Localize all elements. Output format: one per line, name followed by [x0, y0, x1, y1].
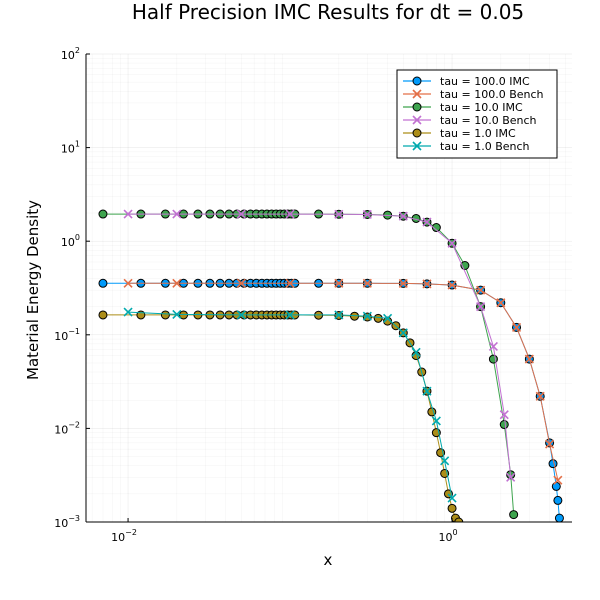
data-point	[411, 347, 421, 357]
x-tick-label: 100	[439, 528, 458, 544]
data-point	[553, 475, 563, 485]
y-tick-label: 101	[61, 140, 80, 156]
data-point	[447, 503, 457, 513]
data-point	[447, 238, 457, 248]
data-point	[285, 209, 295, 219]
data-point	[334, 209, 344, 219]
data-point	[383, 316, 393, 326]
legend-entry: tau = 1.0 IMC	[403, 127, 516, 140]
legend-entry: tau = 10.0 IMC	[403, 101, 523, 114]
series-2	[98, 209, 519, 520]
data-point	[172, 278, 182, 288]
y-axis-label: Material Energy Density	[24, 200, 42, 380]
legend-marker	[412, 115, 422, 125]
data-point	[236, 209, 246, 219]
legend-label: tau = 10.0 IMC	[440, 101, 523, 114]
data-point	[98, 310, 108, 320]
series-line	[103, 282, 560, 519]
data-point	[362, 209, 372, 220]
data-point	[160, 310, 170, 320]
data-point	[422, 217, 432, 227]
data-point	[373, 313, 383, 323]
data-point	[499, 410, 509, 420]
legend-entry: tau = 100.0 Bench	[403, 88, 544, 101]
data-point	[422, 279, 432, 289]
y-tick-label: 10−2	[54, 420, 80, 436]
data-point	[123, 307, 133, 317]
series-1	[123, 278, 563, 485]
data-point	[123, 278, 133, 288]
chart-title: Half Precision IMC Results for dt = 0.05	[132, 0, 524, 24]
legend-marker	[412, 89, 422, 99]
data-point	[285, 310, 295, 320]
legend-marker	[412, 102, 422, 112]
data-point	[334, 310, 344, 320]
data-point	[506, 472, 516, 482]
data-point	[98, 209, 108, 219]
data-point	[334, 278, 344, 288]
data-point	[524, 354, 534, 364]
legend-marker	[412, 128, 422, 138]
data-point	[431, 223, 441, 233]
data-point	[236, 278, 246, 288]
data-point	[98, 278, 108, 288]
data-point	[362, 278, 372, 288]
data-point	[447, 493, 457, 503]
series-line	[103, 314, 460, 522]
series-3	[123, 209, 516, 482]
legend-label: tau = 1.0 Bench	[440, 140, 530, 153]
legend-label: tau = 10.0 Bench	[440, 114, 537, 127]
legend-marker	[412, 141, 422, 151]
data-point	[499, 420, 509, 430]
data-point	[554, 513, 564, 522]
data-point	[535, 391, 545, 401]
legend-entry: tau = 1.0 Bench	[403, 140, 530, 153]
data-point	[454, 517, 464, 522]
legend-label: tau = 1.0 IMC	[440, 127, 516, 140]
plot-frame	[85, 53, 572, 523]
legend-box	[396, 69, 558, 159]
data-point	[172, 309, 182, 320]
data-point	[398, 278, 408, 288]
data-point	[431, 416, 441, 426]
tick-labels: 10−2 100 10−3 10−2 10−1 100 101 102	[54, 46, 457, 544]
x-tick-label: 10−2	[111, 528, 137, 544]
data-point	[398, 211, 408, 221]
series-layer	[98, 209, 564, 522]
data-point	[447, 280, 457, 290]
legend-label: tau = 100.0 IMC	[440, 75, 530, 88]
legend-label: tau = 100.0 Bench	[440, 88, 544, 101]
y-tick-label: 102	[61, 46, 80, 62]
data-point	[553, 495, 563, 505]
legend-entry: tau = 10.0 Bench	[403, 114, 537, 127]
data-point	[398, 328, 408, 338]
series-5	[123, 307, 457, 503]
data-point	[236, 310, 246, 320]
legend-entry: tau = 100.0 IMC	[403, 75, 530, 88]
series-line	[128, 213, 512, 478]
data-point	[440, 456, 450, 466]
y-tick-label: 10−1	[54, 327, 80, 343]
data-point	[476, 285, 486, 295]
data-point	[123, 209, 133, 219]
data-point	[488, 341, 498, 352]
y-tick-label: 10−3	[54, 514, 80, 530]
data-point	[383, 313, 393, 323]
data-point	[422, 386, 432, 396]
x-axis-label: x	[324, 551, 333, 569]
data-point	[172, 209, 182, 219]
data-point	[496, 298, 506, 308]
data-point	[511, 322, 522, 332]
data-point	[545, 439, 555, 449]
data-point	[285, 278, 295, 288]
data-point	[476, 302, 486, 312]
data-point	[362, 311, 372, 321]
y-tick-label: 100	[61, 233, 80, 249]
data-point	[509, 510, 519, 520]
legend-marker	[412, 76, 422, 86]
series-line	[128, 282, 559, 481]
